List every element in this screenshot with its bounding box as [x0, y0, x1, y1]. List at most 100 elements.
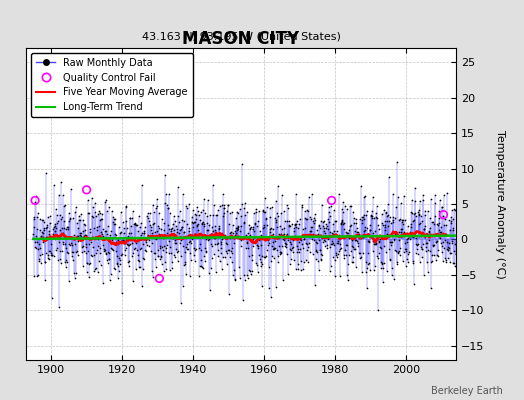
Point [40, 259, 49, 266]
Point [177, 226, 185, 232]
Point [364, 250, 373, 256]
Point [335, 246, 344, 252]
Point [114, 237, 122, 244]
Point [219, 213, 227, 219]
Point [68, 242, 77, 249]
Point [130, 221, 138, 228]
Point [304, 240, 313, 246]
Point [97, 262, 105, 268]
Point [75, 230, 84, 236]
Point [128, 234, 136, 240]
Point [357, 254, 365, 260]
Point [47, 250, 55, 257]
Point [143, 213, 151, 219]
Point [104, 223, 112, 230]
Point [33, 239, 41, 245]
Point [130, 237, 138, 243]
Point [446, 227, 454, 233]
Point [201, 248, 210, 254]
Point [156, 242, 164, 249]
Point [235, 232, 243, 239]
Point [359, 212, 368, 218]
Point [247, 268, 256, 274]
Point [252, 206, 260, 212]
Point [327, 241, 335, 248]
Point [156, 244, 165, 251]
Point [433, 238, 442, 244]
Point [109, 214, 117, 221]
Point [205, 236, 213, 242]
Point [177, 253, 185, 260]
Point [415, 212, 423, 218]
Point [124, 257, 133, 264]
Point [82, 240, 90, 247]
Point [105, 250, 113, 256]
Point [295, 238, 303, 245]
Point [215, 202, 224, 209]
Point [115, 261, 124, 267]
Point [162, 245, 171, 251]
Point [428, 257, 436, 264]
Point [253, 242, 261, 248]
Point [168, 224, 177, 231]
Point [236, 213, 245, 219]
Point [162, 190, 170, 197]
Point [256, 256, 264, 262]
Point [45, 256, 53, 262]
Point [352, 216, 360, 222]
Point [345, 235, 354, 241]
Point [227, 229, 235, 236]
Point [245, 266, 253, 273]
Point [138, 230, 147, 236]
Point [424, 232, 432, 239]
Point [263, 236, 271, 242]
Point [125, 242, 134, 248]
Point [93, 236, 102, 243]
Point [140, 230, 148, 236]
Point [92, 226, 101, 233]
Point [133, 247, 141, 253]
Point [37, 233, 46, 240]
Point [106, 232, 115, 238]
Point [410, 198, 419, 204]
Point [71, 240, 79, 247]
Point [178, 223, 187, 230]
Point [99, 280, 107, 286]
Point [155, 231, 163, 238]
Point [445, 240, 453, 246]
Point [353, 225, 361, 231]
Point [111, 221, 119, 227]
Point [381, 224, 389, 230]
Point [418, 246, 427, 252]
Point [246, 226, 254, 232]
Point [104, 204, 113, 210]
Point [124, 258, 132, 265]
Point [420, 226, 428, 232]
Point [103, 257, 112, 263]
Point [135, 258, 143, 264]
Point [340, 220, 348, 226]
Point [354, 240, 363, 247]
Point [420, 272, 429, 279]
Point [48, 295, 56, 301]
Point [397, 200, 405, 206]
Point [194, 212, 203, 218]
Point [361, 193, 369, 200]
Point [408, 258, 417, 264]
Point [403, 258, 412, 265]
Point [125, 230, 133, 237]
Point [451, 207, 459, 214]
Point [405, 249, 413, 255]
Point [283, 217, 291, 224]
Point [296, 246, 304, 252]
Point [274, 212, 282, 219]
Point [91, 266, 99, 272]
Point [37, 234, 45, 240]
Point [372, 213, 380, 220]
Point [291, 233, 299, 239]
Point [213, 232, 222, 238]
Point [355, 216, 364, 222]
Point [435, 207, 444, 214]
Point [215, 226, 223, 232]
Point [255, 252, 264, 258]
